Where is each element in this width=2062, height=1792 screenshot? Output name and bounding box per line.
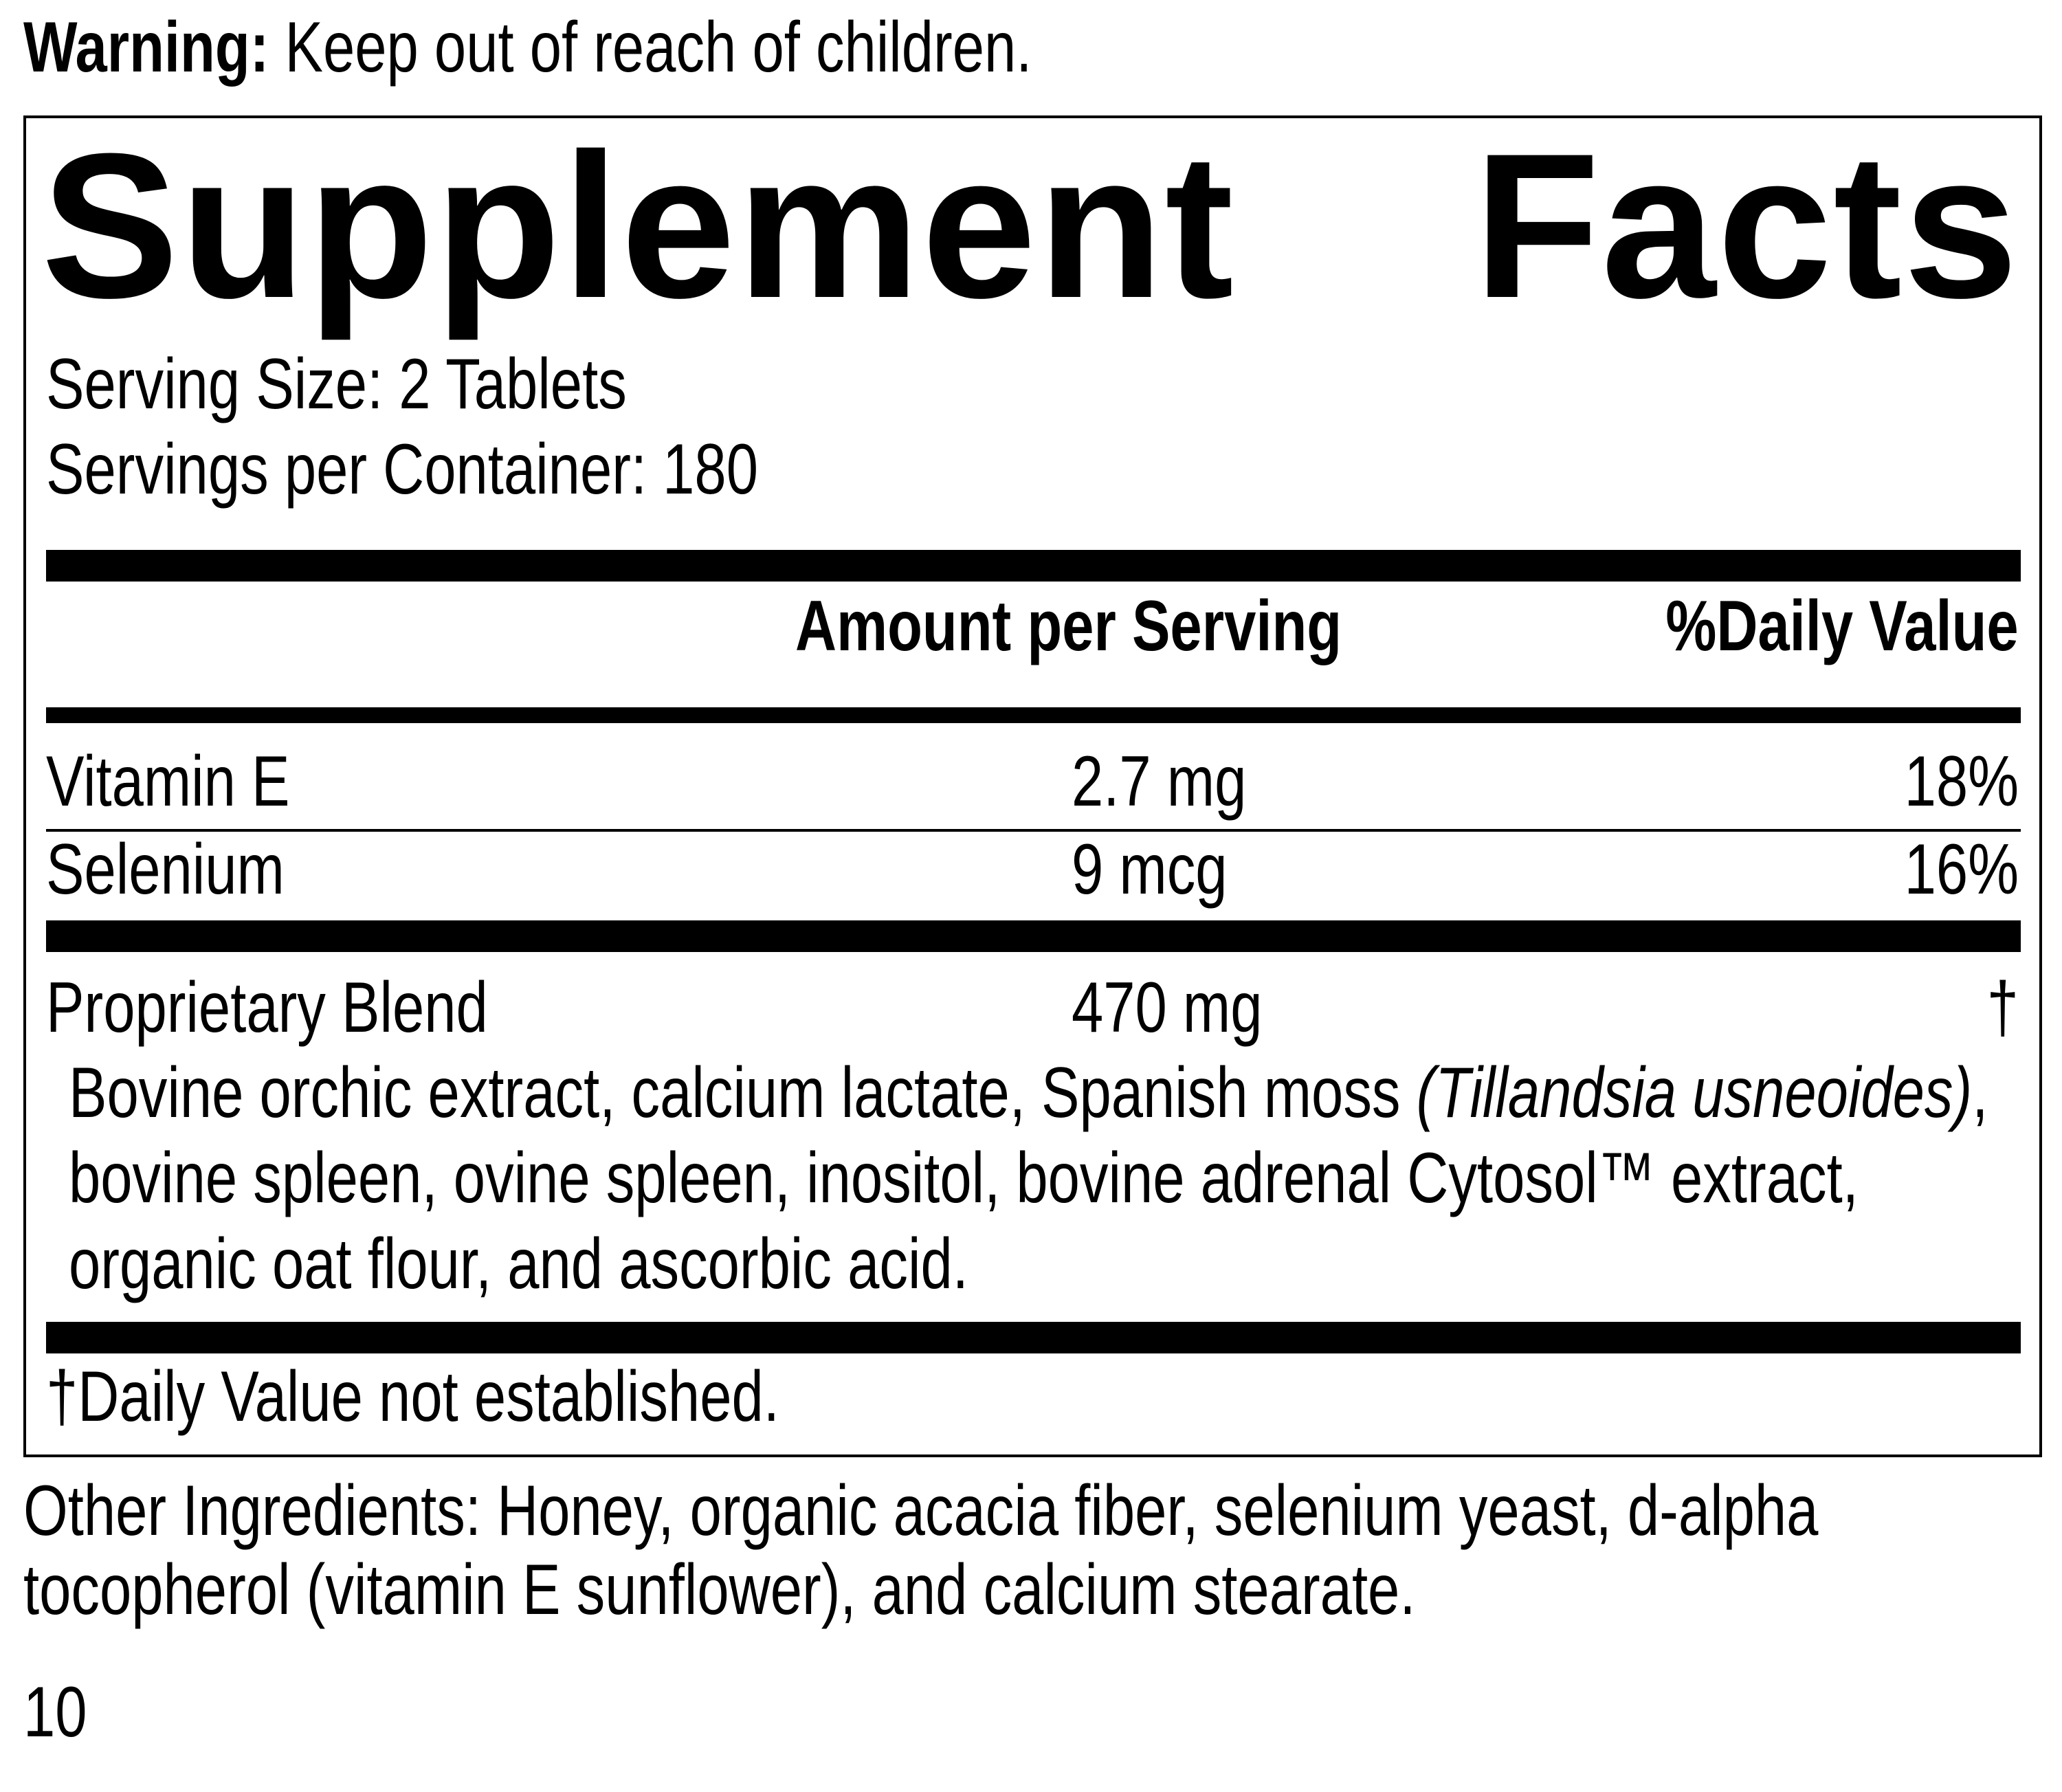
- nutrient-daily-value: 16%: [1904, 830, 2019, 909]
- servings-per-container: Servings per Container: 180: [46, 430, 758, 509]
- medium-divider: [46, 707, 2021, 723]
- warning-message: Keep out of reach of children.: [269, 8, 1032, 87]
- serving-size: Serving Size: 2 Tablets: [46, 344, 627, 424]
- other-ingredients-line: Other Ingredients: Honey, organic acacia…: [23, 1471, 1819, 1551]
- column-header-daily-value: %Daily Value: [1665, 586, 2019, 666]
- nutrient-amount: 9 mcg: [1072, 830, 1228, 909]
- title-word: Facts: [1474, 110, 2019, 341]
- blend-ingredients-line: Bovine orchic extract, calcium lactate, …: [69, 1053, 1988, 1133]
- panel-title: Supplement Facts: [41, 122, 2019, 329]
- thin-divider: [46, 829, 2021, 832]
- blend-name: Proprietary Blend: [46, 968, 488, 1048]
- warning-label: Warning:: [23, 8, 269, 87]
- nutrient-name: Selenium: [46, 830, 285, 909]
- supplement-facts-panel: [23, 115, 2042, 1457]
- blend-ingredients-line: organic oat flour, and ascorbic acid.: [69, 1224, 968, 1304]
- warning-text: Warning: Keep out of reach of children.: [23, 12, 1284, 83]
- nutrient-amount: 2.7 mg: [1072, 742, 1247, 821]
- thick-divider: [46, 550, 2021, 582]
- page-number: 10: [23, 1672, 87, 1752]
- nutrient-daily-value: 18%: [1904, 742, 2019, 821]
- thick-divider: [46, 1322, 2021, 1353]
- other-ingredients-line: tocopherol (vitamin E sunflower), and ca…: [23, 1550, 1416, 1630]
- blend-daily-value: †: [1986, 968, 2019, 1048]
- footnote: †Daily Value not established.: [46, 1357, 779, 1437]
- title-word: Supplement: [41, 110, 1235, 341]
- blend-ingredients-line: bovine spleen, ovine spleen, inositol, b…: [69, 1138, 1859, 1218]
- nutrient-name: Vitamin E: [46, 742, 290, 821]
- thick-divider: [46, 920, 2021, 952]
- column-header-amount: Amount per Serving: [795, 586, 1342, 666]
- blend-amount: 470 mg: [1072, 968, 1263, 1048]
